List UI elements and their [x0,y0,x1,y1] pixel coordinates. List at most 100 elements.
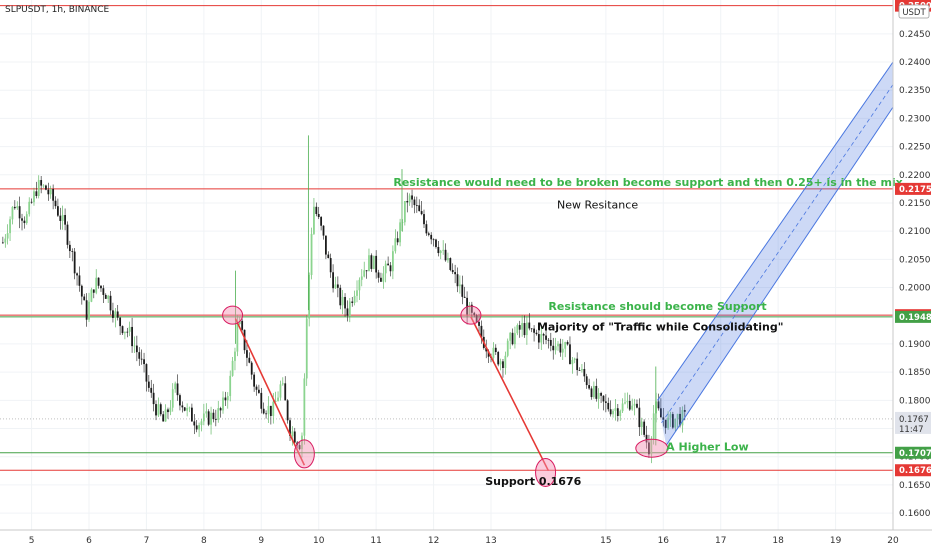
highlight-circle [635,438,669,458]
candle-body [104,294,107,299]
candle-body [545,335,547,340]
time-axis[interactable]: 5 6 7 8 9 10 11 12 13 15 16 17 18 19 20 [29,536,899,546]
candle-body [557,343,559,347]
candle-body [224,397,227,401]
candle-body [578,370,581,371]
candle-body [368,255,370,272]
candle-body [83,296,86,301]
candle-body [234,351,236,361]
candle-body [569,344,571,365]
candle-body [624,402,626,404]
price-axis[interactable]: 0.16000.16500.17000.17500.18000.18500.19… [899,30,931,519]
candle-body [463,296,466,298]
price-tick-label: 0.2450 [899,30,931,40]
time-tick-label: 11 [370,536,381,546]
candle-body [502,361,504,368]
candle-body [73,251,76,274]
candle-body [356,290,358,296]
candle-body [683,410,686,412]
candle-body [61,215,64,221]
candle-body [638,407,641,428]
candle-body [226,396,229,401]
candle-body [78,275,81,286]
candle-body [253,374,256,387]
candle-body [124,331,126,334]
trend-lines [234,316,550,472]
candle-body [671,414,674,428]
candle-body [377,272,380,278]
candle-body [92,289,95,293]
candle-body [573,358,576,360]
candle-body [102,288,105,295]
highlight-circle [222,305,244,325]
candle-body [260,392,263,409]
anno-new-resistance: New Resitance [557,199,638,212]
trend-line [470,316,550,472]
candle-body [487,351,490,357]
time-tick-label: 15 [600,536,611,546]
candle-body [456,274,459,287]
candle-body [537,334,540,343]
candle-body [392,251,394,272]
candle-body [57,206,59,216]
candle-body [246,350,248,358]
candle-body [468,304,471,315]
candle-body [509,332,512,341]
candle-body [583,369,586,377]
countdown-label: 11:47 [899,425,924,435]
currency-box[interactable] [898,4,930,19]
candle-body [492,347,495,358]
time-tick-label: 5 [29,536,35,546]
candle-body [167,409,169,413]
channel-fill [657,62,893,446]
time-tick-label: 8 [201,536,207,546]
candle-body [231,360,234,376]
candle-body [174,383,177,390]
candle-body [394,238,397,252]
candle-body [293,431,296,443]
candle-body [619,411,622,417]
candle-body [23,220,26,224]
candle-body [679,413,681,426]
candle-body [269,405,272,416]
candle-body [88,301,90,320]
candle-body [114,311,117,318]
candle-body [145,364,148,382]
candle-body [592,385,595,398]
candle-body [628,400,631,410]
price-tags: 0.25000.21750.19510.19480.17070.16760.17… [895,0,932,477]
candle-body [159,404,162,415]
candle-body [442,249,445,251]
candle-body [52,189,55,201]
candle-body [588,385,591,389]
candle-body [49,189,52,195]
candle-body [1,242,4,244]
candle-body [662,417,665,420]
candle-body [607,402,610,410]
candle-body [238,320,241,324]
candle-body [212,412,215,420]
candle-body [303,378,306,436]
candle-body [466,297,468,315]
candle-body [286,400,289,421]
candle-body [100,285,102,289]
candle-body [40,180,43,186]
candle-body [432,239,435,241]
price-tick-label: 0.1650 [899,481,931,491]
candle-body [222,397,224,411]
candle-body [389,265,392,272]
candle-body [176,383,179,396]
candle-body [64,215,66,225]
anno-majority: Majority of "Traffic while Consolidating… [537,320,784,333]
candle-body [112,310,114,318]
candle-body [674,418,677,428]
candle-body [80,285,83,297]
candle-body [375,255,378,273]
candle-body [90,289,93,302]
candle-body [358,279,361,291]
candle-body [363,270,366,277]
candle-body [566,342,569,345]
candle-body [325,235,327,255]
candle-body [418,205,421,212]
